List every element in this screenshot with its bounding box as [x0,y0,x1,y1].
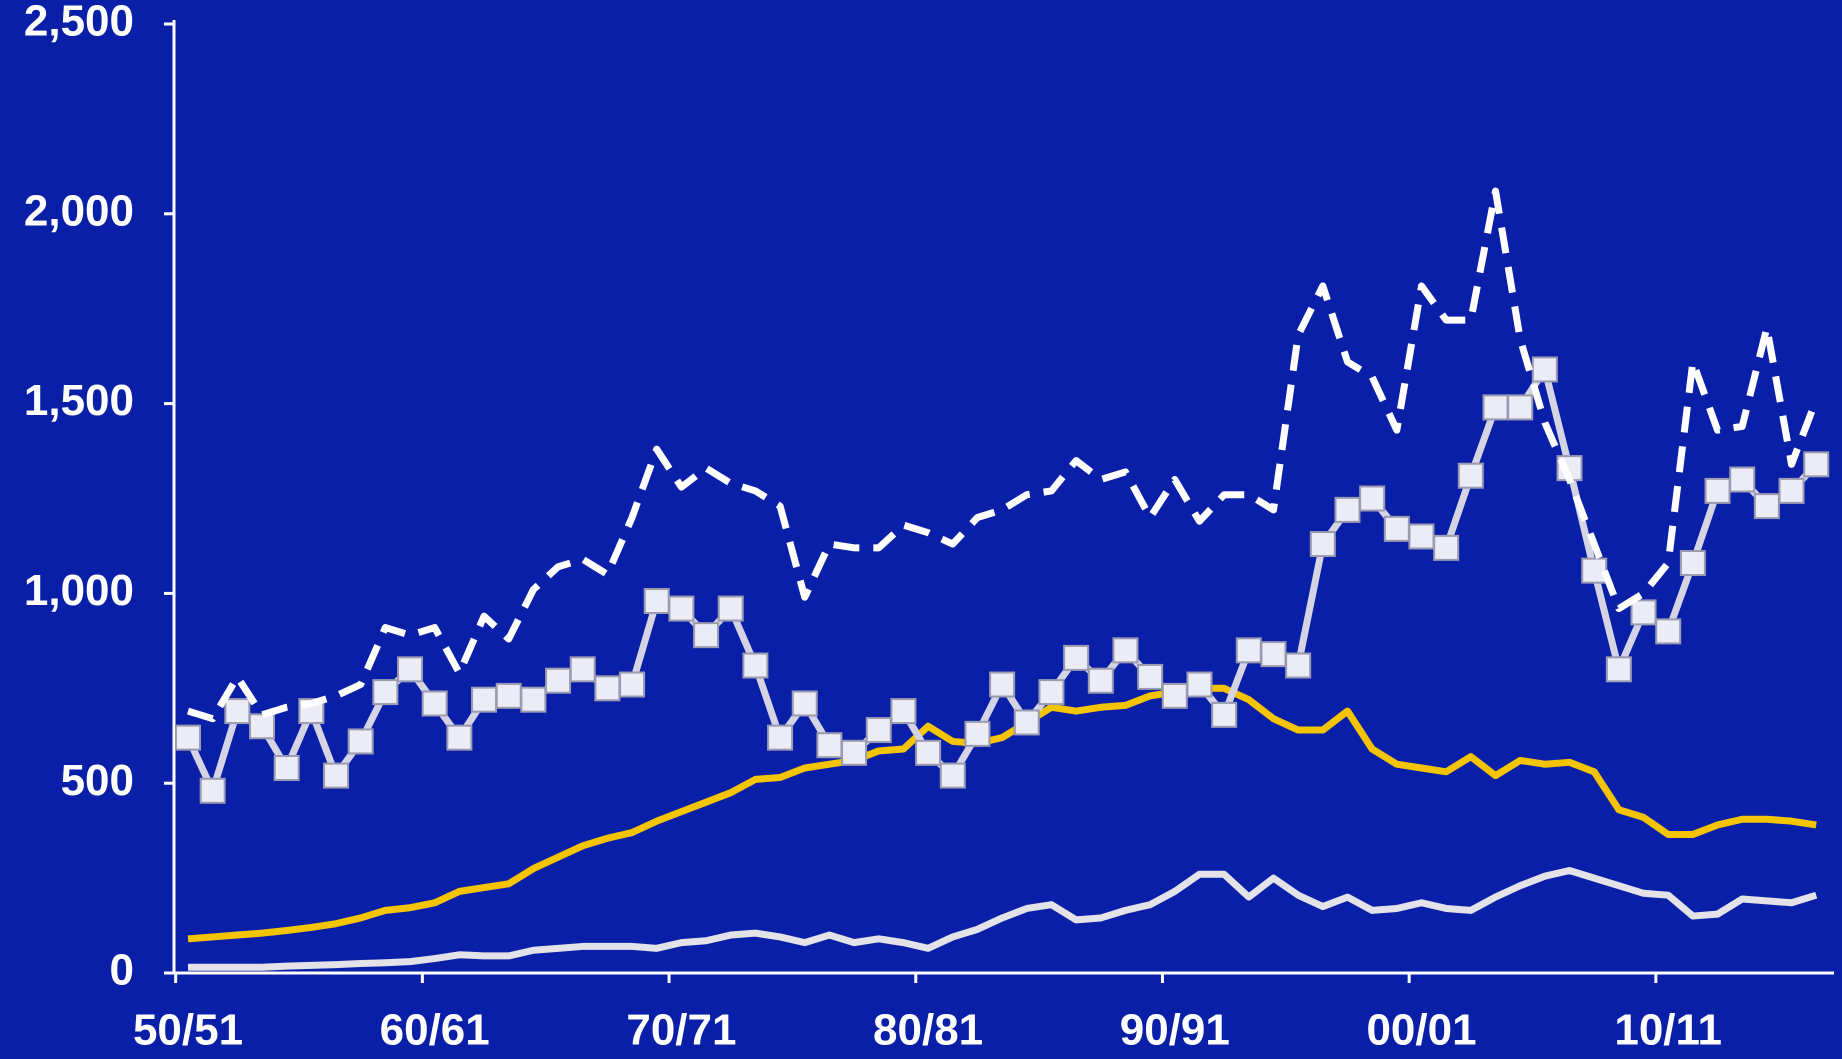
series-marker [742,652,769,679]
series-marker [1285,652,1312,679]
series-marker [224,698,251,725]
series-marker [1433,534,1460,561]
series-marker [1112,637,1139,664]
series-marker [421,690,448,717]
series-marker [569,656,596,683]
series-line [186,187,1820,723]
series-marker [347,728,374,755]
series-marker [915,739,942,766]
series-marker [791,690,818,717]
series-marker [273,755,300,782]
series-marker [545,667,572,694]
series-line [187,684,1817,943]
series-marker [1704,477,1731,504]
y-tick-label: 0 [110,946,134,995]
series-marker [1729,466,1756,493]
series-marker [816,732,843,759]
series-marker [249,713,276,740]
series-marker [1359,485,1386,512]
series-marker [693,622,720,649]
series-marker [1803,451,1830,478]
x-tick-label: 80/81 [873,1006,983,1055]
series-line [188,867,1818,971]
series-marker [1581,557,1608,584]
x-tick-label: 90/91 [1120,1006,1230,1055]
series-marker [323,762,350,789]
series-marker [199,777,226,804]
series-marker [717,595,744,622]
series-marker [989,671,1016,698]
x-tick-label: 50/51 [133,1006,243,1055]
x-tick-label: 00/01 [1366,1006,1476,1055]
series-marker [594,675,621,702]
series-marker [495,682,522,709]
series-marker [1531,356,1558,383]
series-marker [1383,515,1410,542]
series-marker [1778,477,1805,504]
series-marker [1507,394,1534,421]
series-marker [1038,679,1065,706]
series-marker [865,717,892,744]
x-tick-label: 10/11 [1614,1006,1722,1055]
y-tick-label: 1,000 [24,566,134,615]
series-marker [1753,493,1780,520]
series-marker [1260,641,1287,668]
series-marker [1161,682,1188,709]
series-marker [964,720,991,747]
x-tick-label: 60/61 [380,1006,490,1055]
series-marker [668,595,695,622]
series-marker [446,724,473,751]
series-marker [1482,394,1509,421]
series-marker [1605,656,1632,683]
x-tick-label: 70/71 [626,1006,736,1055]
series-marker [1408,523,1435,550]
series-marker [372,679,399,706]
series-marker [767,724,794,751]
series-marker [175,724,201,751]
series-marker [1679,550,1706,577]
series-marker [643,587,670,614]
series-marker [1457,462,1484,489]
y-tick-label: 2,000 [24,186,134,235]
series-marker [1334,496,1361,523]
series-marker [1013,709,1040,736]
series-marker [1235,637,1262,664]
series-marker [1186,671,1213,698]
series-marker [890,698,917,725]
series-marker [1630,599,1657,626]
series-marker [1063,644,1090,671]
series-marker [1211,701,1238,728]
series-marker [1137,663,1164,690]
series-marker [1087,667,1114,694]
series-marker [1655,618,1682,645]
series-marker [471,686,498,713]
y-tick-label: 1,500 [24,376,134,425]
series-marker [520,686,547,713]
series-marker [939,762,966,789]
series-marker [1309,531,1336,558]
y-tick-label: 500 [61,756,134,805]
series-marker [397,656,424,683]
y-tick-label: 2,500 [24,0,134,46]
series-marker [841,739,868,766]
series-marker [619,671,646,698]
